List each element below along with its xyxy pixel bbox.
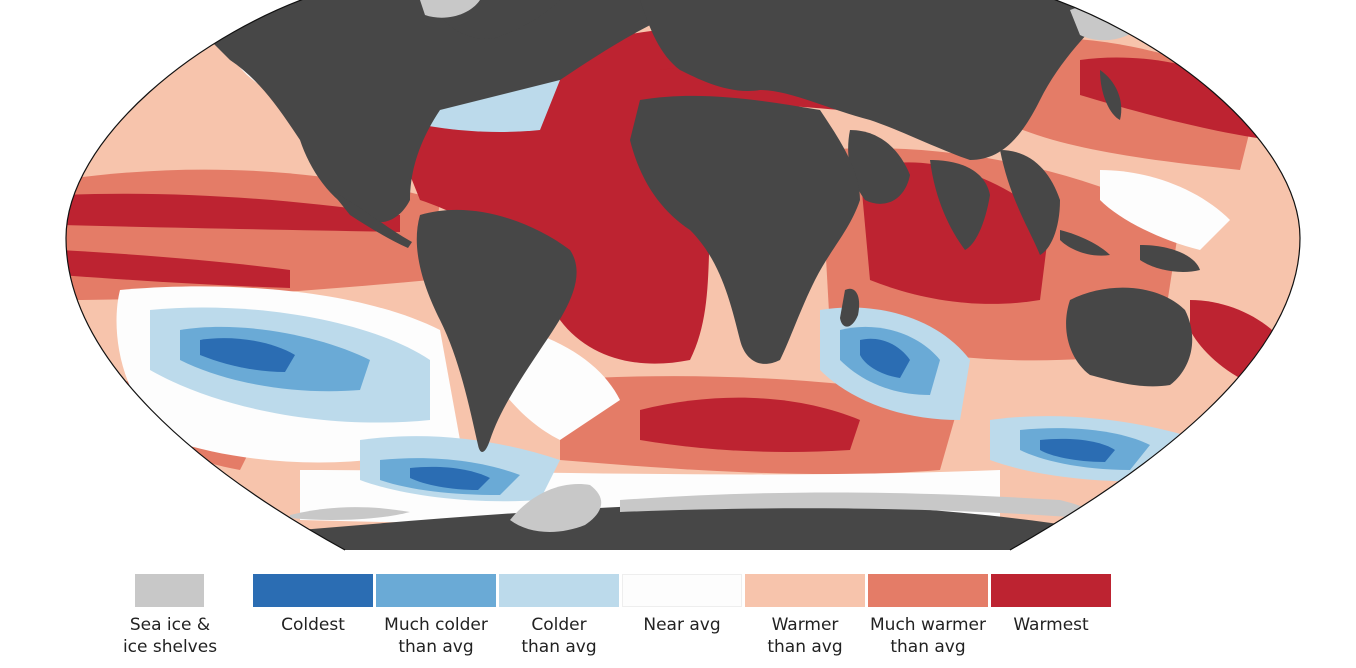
south-america-landmass bbox=[416, 209, 577, 452]
legend-label-much-warmer: Much warmer than avg bbox=[870, 615, 986, 657]
legend-swatch-sea-ice bbox=[135, 574, 204, 607]
central-america-landmass bbox=[330, 190, 412, 248]
legend-swatch-warmest bbox=[991, 574, 1111, 607]
map-legend: Sea ice & ice shelves Coldest Much colder… bbox=[0, 574, 1356, 668]
anomaly-coldest-region bbox=[200, 338, 295, 372]
ocean-layer bbox=[66, 0, 1300, 550]
legend-label-coldest: Coldest bbox=[281, 615, 345, 635]
antarctica-landmass bbox=[300, 503, 1100, 550]
indonesia-landmass bbox=[1060, 230, 1110, 256]
arabia-landmass bbox=[848, 130, 910, 204]
new-guinea-landmass bbox=[1140, 245, 1200, 272]
legend-swatch-much-colder bbox=[376, 574, 496, 607]
legend-label-colder: Colder than avg bbox=[521, 615, 597, 657]
anomaly-coldest-region bbox=[410, 466, 490, 490]
legend-swatch-near-avg bbox=[622, 574, 742, 607]
anomaly-warmest-region bbox=[66, 193, 400, 232]
sea-ice-antarctic-coast bbox=[620, 492, 1110, 520]
australia-landmass bbox=[1066, 287, 1193, 387]
eurasia-landmass bbox=[640, 0, 1120, 160]
land-layer bbox=[170, 0, 1200, 550]
north-america-landmass bbox=[170, 0, 660, 223]
southeast-asia-landmass bbox=[1000, 150, 1060, 255]
sea-ice-antarctic-coast bbox=[290, 507, 410, 520]
legend-swatch-coldest bbox=[253, 574, 373, 607]
sea-ice-layer bbox=[290, 0, 1140, 532]
anomaly-coldest-region bbox=[1040, 438, 1115, 462]
africa-landmass bbox=[630, 95, 860, 364]
globe-outline bbox=[65, 0, 1301, 551]
madagascar-landmass bbox=[840, 288, 860, 327]
legend-label-much-colder: Much colder than avg bbox=[384, 615, 488, 657]
sea-ice-arctic bbox=[420, 0, 480, 18]
sea-ice-antarctic-peninsula bbox=[510, 484, 602, 532]
anomaly-warmest-region bbox=[66, 250, 290, 288]
legend-label-warmest: Warmest bbox=[1013, 615, 1089, 635]
legend-swatch-colder bbox=[499, 574, 619, 607]
legend-swatch-warmer bbox=[745, 574, 865, 607]
sea-surface-temperature-map bbox=[65, 0, 1301, 551]
legend-label-near-avg: Near avg bbox=[643, 615, 721, 635]
anomaly-near-avg-region bbox=[1100, 170, 1230, 250]
japan-landmass bbox=[1100, 70, 1122, 120]
anomaly-warmest-region bbox=[1080, 57, 1280, 140]
anomaly-coldest-region bbox=[860, 338, 910, 378]
legend-swatch-much-warmer bbox=[868, 574, 988, 607]
legend-label-warmer: Warmer than avg bbox=[767, 615, 843, 657]
india-landmass bbox=[930, 160, 990, 250]
legend-label-sea-ice: Sea ice & ice shelves bbox=[122, 615, 218, 657]
anomaly-warmest-region bbox=[640, 397, 860, 452]
